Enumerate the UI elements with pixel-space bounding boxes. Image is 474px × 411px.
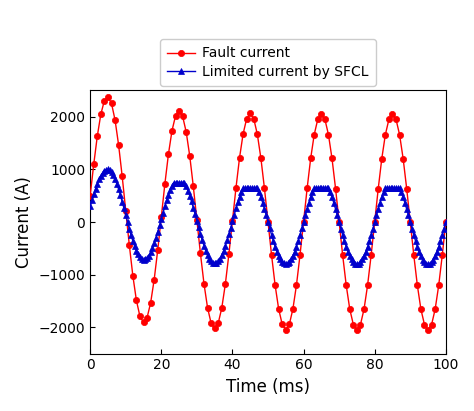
Fault current — [357, 322, 363, 327]
Fault current — [105, 94, 111, 99]
Limited current by SFCL — [87, 204, 93, 209]
Fault current — [443, 219, 449, 224]
Limited current by SFCL — [121, 206, 127, 211]
Y-axis label: Current (A): Current (A) — [15, 176, 33, 268]
Fault current — [304, 186, 310, 191]
Fault current — [87, 193, 93, 198]
Fault current — [425, 328, 431, 332]
Limited current by SFCL — [415, 244, 420, 249]
Fault current — [340, 253, 346, 258]
Limited current by SFCL — [89, 198, 95, 203]
Fault current — [180, 114, 185, 119]
Legend: Fault current, Limited current by SFCL: Fault current, Limited current by SFCL — [160, 39, 375, 85]
X-axis label: Time (ms): Time (ms) — [226, 378, 310, 396]
Limited current by SFCL — [105, 167, 111, 172]
Limited current by SFCL — [219, 253, 225, 258]
Limited current by SFCL — [238, 189, 244, 194]
Fault current — [255, 132, 260, 136]
Line: Limited current by SFCL: Limited current by SFCL — [87, 166, 449, 267]
Fault current — [116, 143, 121, 148]
Limited current by SFCL — [443, 219, 449, 224]
Limited current by SFCL — [425, 262, 431, 267]
Limited current by SFCL — [281, 261, 287, 266]
Line: Fault current: Fault current — [87, 94, 449, 333]
